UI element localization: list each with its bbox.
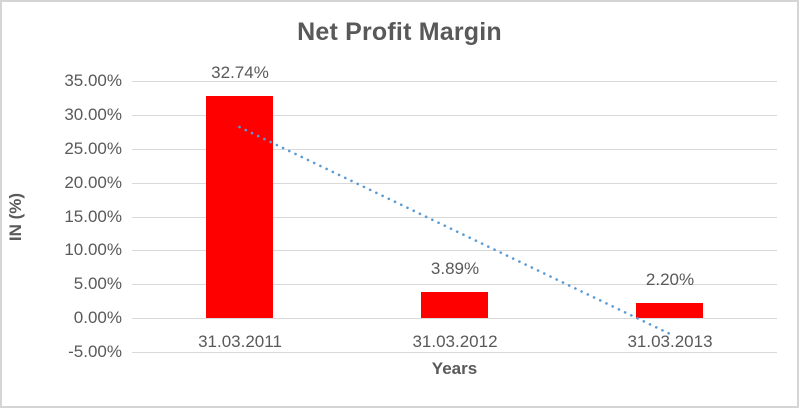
y-axis-tick-label: 10.00%	[64, 240, 122, 259]
gridline	[132, 318, 777, 319]
y-axis-tick-label: 25.00%	[64, 139, 122, 158]
bar	[636, 303, 703, 318]
x-axis-tick-label: 31.03.2013	[627, 332, 713, 351]
x-axis-tick-label: 31.03.2011	[198, 332, 282, 351]
y-axis-tick-label: 5.00%	[73, 274, 122, 293]
gridline	[132, 352, 777, 353]
bar-data-label: 3.89%	[430, 259, 480, 278]
y-axis-tick-label: 35.00%	[64, 71, 122, 90]
y-axis-tick-label: 0.00%	[73, 308, 122, 327]
gridline	[132, 115, 777, 116]
y-axis-tick-label: 30.00%	[64, 105, 122, 124]
gridline	[132, 81, 777, 82]
x-axis-tick-label: 31.03.2012	[412, 332, 498, 351]
y-axis-tick-label: 20.00%	[64, 173, 122, 192]
bar	[421, 292, 488, 318]
y-axis-tick-label: -5.00%	[68, 342, 122, 361]
chart-title: Net Profit Margin	[297, 18, 502, 46]
x-axis-title: Years	[431, 359, 478, 378]
bar	[206, 96, 273, 318]
bar-data-label: 2.20%	[645, 270, 695, 289]
bar-data-label: 32.74%	[211, 63, 269, 82]
y-axis-tick-label: 15.00%	[64, 207, 122, 226]
